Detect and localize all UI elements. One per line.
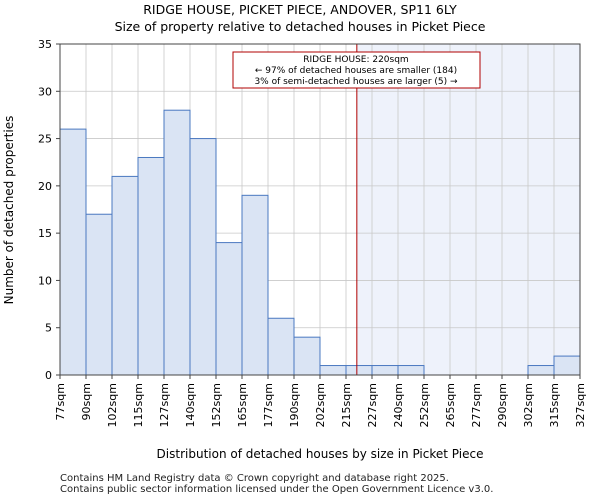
x-tick-label: 165sqm (236, 383, 249, 427)
annotation-rect (232, 51, 481, 89)
x-tick-label: 90sqm (80, 383, 93, 420)
y-tick-labels: 0 5 10 15 20 25 30 35 (38, 38, 60, 382)
bar-127sqm (163, 109, 191, 376)
annotation-box: RIDGE HOUSE: 220sqm ← 97% of detached ho… (232, 51, 481, 89)
footer-attribution-1: Contains HM Land Registry data © Crown c… (60, 473, 449, 484)
x-tick-label: 115sqm (132, 383, 145, 427)
bar-227sqm (371, 365, 399, 376)
x-tick-label: 215sqm (340, 383, 353, 427)
annotation-line1: RIDGE HOUSE: 220sqm (303, 55, 408, 65)
bar-315sqm (553, 355, 581, 376)
y-tick-label: 5 (45, 322, 52, 335)
annotation-line2: ← 97% of detached houses are smaller (18… (255, 66, 457, 76)
y-tick-label: 30 (38, 85, 52, 98)
footer-attribution-2: Contains public sector information licen… (60, 484, 494, 495)
bar-202sqm (319, 365, 347, 376)
x-tick-label: 265sqm (444, 383, 457, 427)
x-tick-labels: 77sqm 90sqm 102sqm 115sqm 127sqm 140sqm 152sqm… (54, 375, 587, 427)
x-tick-label: 227sqm (366, 383, 379, 427)
x-tick-label: 102sqm (106, 383, 119, 427)
annotation-line3: 3% of semi-detached houses are larger (5… (254, 77, 458, 87)
x-tick-label: 140sqm (184, 383, 197, 427)
x-tick-label: 127sqm (158, 383, 171, 427)
chart-subtitle: Size of property relative to detached ho… (114, 19, 486, 34)
histogram-chart: 0 5 10 15 20 25 30 35 77sqm 90sqm 102sqm 115sqm 127… (2, 38, 587, 461)
x-tick-label: 177sqm (262, 383, 275, 427)
bar-90sqm (85, 213, 113, 376)
bar-177sqm (267, 317, 295, 376)
y-axis-label: Number of detached properties (2, 116, 16, 305)
x-tick-label: 327sqm (574, 383, 587, 427)
x-axis-label: Distribution of detached houses by size … (157, 447, 484, 461)
bar-152sqm (215, 242, 243, 376)
y-tick-label: 15 (38, 227, 52, 240)
bars (59, 109, 581, 376)
chart-title: RIDGE HOUSE, PICKET PIECE, ANDOVER, SP11… (143, 2, 457, 17)
x-tick-label: 315sqm (548, 383, 561, 427)
y-tick-label: 0 (45, 369, 52, 382)
x-tick-label: 240sqm (392, 383, 405, 427)
x-tick-label: 202sqm (314, 383, 327, 427)
bar-165sqm (241, 194, 269, 376)
x-tick-label: 277sqm (470, 383, 483, 427)
y-tick-label: 20 (38, 180, 52, 193)
x-tick-label: 252sqm (418, 383, 431, 427)
bar-77sqm (59, 128, 87, 376)
x-tick-label: 290sqm (496, 383, 509, 427)
y-tick-label: 35 (38, 38, 52, 51)
bar-190sqm (293, 336, 321, 376)
bar-115sqm (137, 156, 165, 376)
x-tick-label: 77sqm (54, 383, 67, 420)
highlight-region (356, 44, 580, 375)
x-tick-label: 302sqm (522, 383, 535, 427)
bar-102sqm (111, 175, 139, 376)
bar-240sqm (397, 365, 425, 376)
y-tick-label: 10 (38, 274, 52, 287)
y-tick-label: 25 (38, 133, 52, 146)
bar-140sqm (189, 138, 217, 376)
bar-302sqm (527, 365, 555, 376)
x-tick-label: 152sqm (210, 383, 223, 427)
x-tick-label: 190sqm (288, 383, 301, 427)
bar-215sqm (345, 365, 373, 376)
